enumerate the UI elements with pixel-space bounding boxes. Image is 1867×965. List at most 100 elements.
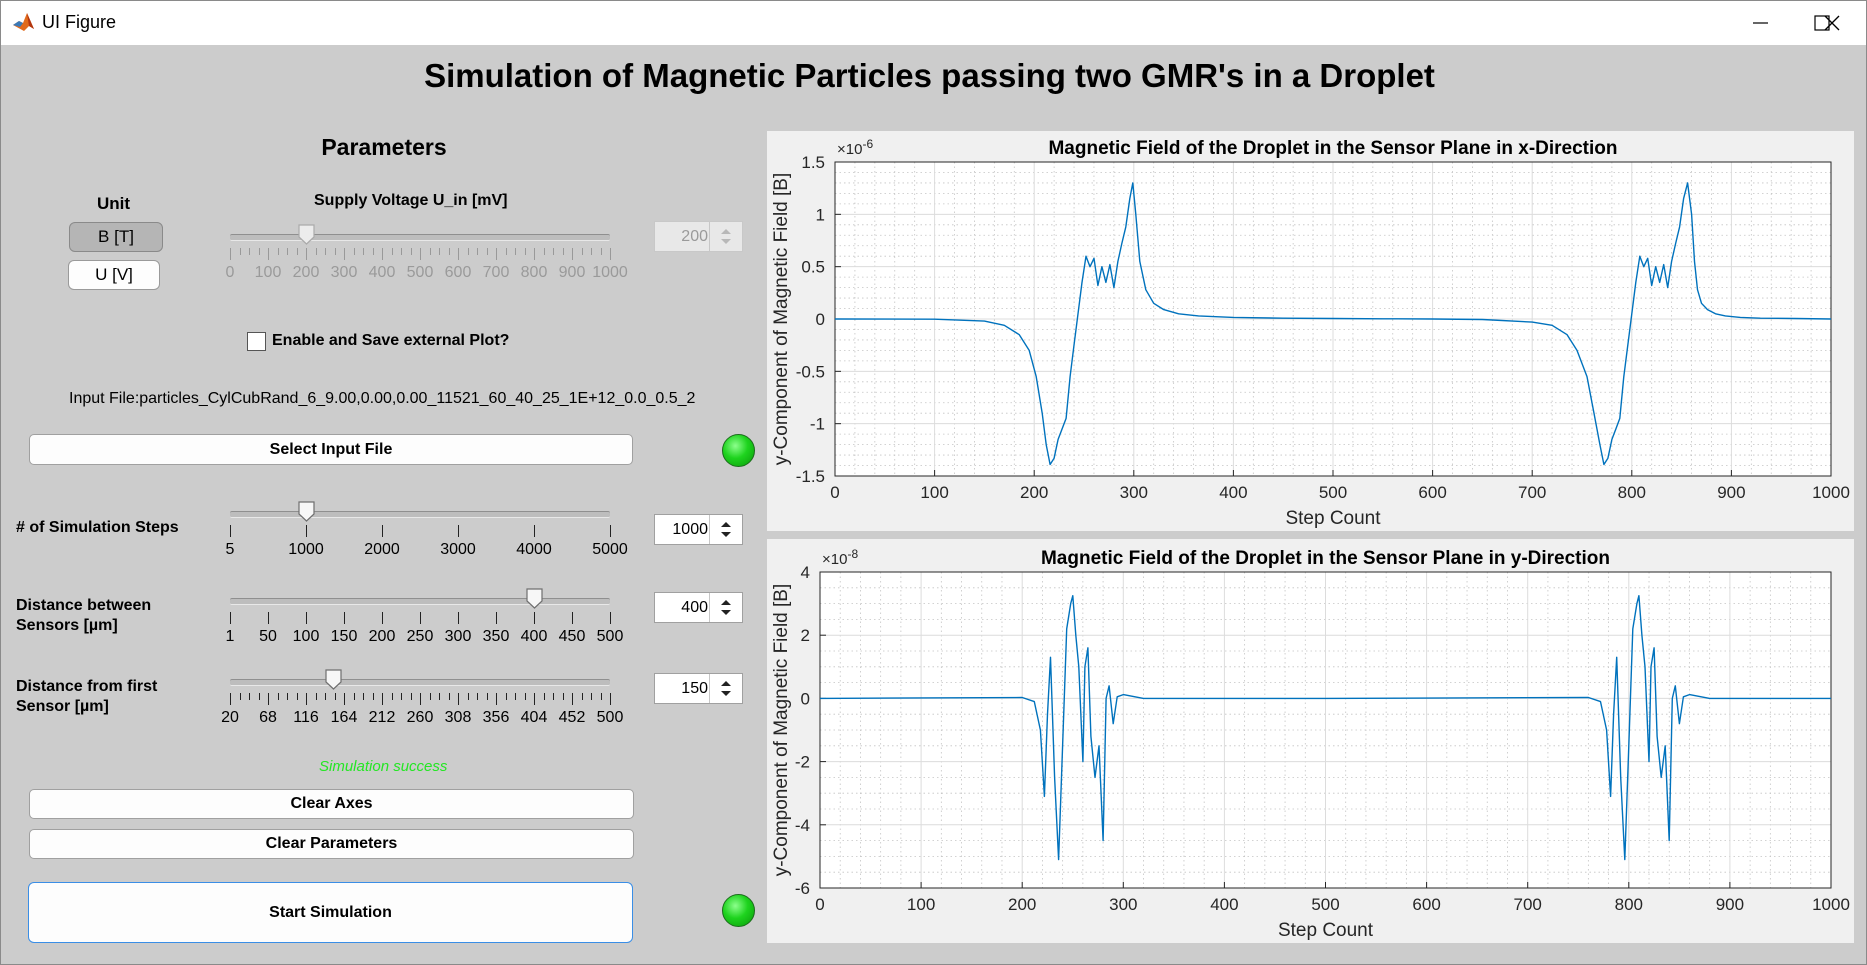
x-tick-label: 0 bbox=[830, 483, 839, 502]
slider-minor-tick bbox=[277, 693, 279, 700]
slider-track[interactable] bbox=[230, 679, 610, 686]
slider-thumb[interactable] bbox=[325, 669, 343, 691]
slider-major-tick bbox=[420, 248, 421, 260]
slider-major-tick bbox=[458, 525, 459, 537]
supply-voltage-value[interactable]: 200 bbox=[681, 228, 708, 245]
x-tick-label: 500 bbox=[1311, 895, 1339, 914]
distance-sensors-spinner[interactable]: 400 bbox=[654, 592, 743, 623]
slider-major-tick bbox=[382, 248, 383, 260]
spinner-arrow-icon bbox=[721, 229, 731, 244]
slider-track[interactable] bbox=[230, 598, 610, 605]
x-tick-label: 600 bbox=[1418, 483, 1446, 502]
chart-title: Magnetic Field of the Droplet in the Sen… bbox=[1048, 138, 1617, 159]
start-simulation-button[interactable]: Start Simulation bbox=[28, 882, 633, 943]
distance-first-spinner[interactable]: 150 bbox=[654, 673, 743, 704]
slider-minor-tick bbox=[591, 248, 592, 255]
unit-toggle-b[interactable]: B [T] bbox=[69, 222, 163, 252]
slider-tick-label: 1 bbox=[225, 628, 235, 645]
slider-tick-label: 116 bbox=[293, 709, 319, 726]
distance-first-label-line2: Sensor [µm] bbox=[16, 698, 109, 715]
slider-tick-label: 5 bbox=[225, 541, 235, 558]
slider-minor-tick bbox=[429, 693, 431, 700]
slider-minor-tick bbox=[315, 693, 317, 700]
maximize-button[interactable] bbox=[1788, 1, 1858, 45]
slider-thumb[interactable] bbox=[298, 224, 316, 246]
slider-minor-tick bbox=[258, 693, 260, 700]
select-input-file-button[interactable]: Select Input File bbox=[29, 434, 633, 465]
close-button[interactable] bbox=[1798, 1, 1867, 45]
slider-tick-label: 404 bbox=[520, 709, 548, 726]
slider-tick-label: 450 bbox=[558, 628, 586, 645]
clear-axes-button[interactable]: Clear Axes bbox=[29, 789, 634, 819]
slider-tick-label: 600 bbox=[444, 264, 472, 281]
slider-major-tick bbox=[268, 693, 269, 705]
matlab-logo-icon bbox=[13, 13, 34, 31]
y-axis-label: y-Component of Magnetic Field [B] bbox=[771, 173, 792, 466]
slider-tick-label: 308 bbox=[444, 709, 472, 726]
x-tick-label: 500 bbox=[1319, 483, 1347, 502]
supply-voltage-spinner[interactable]: 200 bbox=[654, 221, 743, 252]
slider-minor-tick bbox=[391, 693, 393, 700]
y-tick-label: 0 bbox=[816, 310, 825, 329]
slider-minor-tick bbox=[515, 248, 516, 255]
y-tick-label: 0 bbox=[801, 689, 810, 708]
slider-track[interactable] bbox=[230, 234, 610, 241]
slider-major-tick bbox=[306, 248, 307, 260]
slider-track[interactable] bbox=[230, 511, 610, 518]
slider-major-tick bbox=[382, 525, 383, 537]
axis-exponent-label: ×10-6 bbox=[837, 137, 873, 158]
x-tick-label: 700 bbox=[1518, 483, 1546, 502]
distance-first-value[interactable]: 150 bbox=[681, 680, 708, 697]
x-axis-label: Step Count bbox=[1285, 508, 1381, 529]
spinner-arrows[interactable] bbox=[709, 593, 742, 622]
unit-toggle-u[interactable]: U [V] bbox=[68, 260, 160, 290]
slider-major-tick bbox=[610, 525, 611, 537]
slider-major-tick bbox=[496, 612, 497, 624]
slider-tick-label: 500 bbox=[596, 628, 624, 645]
slider-major-tick bbox=[230, 612, 231, 624]
slider-minor-tick bbox=[287, 693, 288, 700]
slider-minor-tick bbox=[410, 248, 412, 255]
exponent-power: -8 bbox=[847, 547, 858, 561]
slider-major-tick bbox=[306, 612, 307, 624]
spinner-arrows[interactable] bbox=[709, 222, 742, 251]
spinner-arrows[interactable] bbox=[709, 674, 742, 703]
slider-tick-label: 1000 bbox=[288, 541, 324, 558]
x-tick-label: 900 bbox=[1717, 483, 1745, 502]
sim-steps-value[interactable]: 1000 bbox=[672, 521, 708, 538]
chart-x-direction[interactable]: 0 100 200 300 400 500 600 700 800 900 1000 -1.5 -1 -0… bbox=[767, 131, 1854, 531]
x-tick-label: 400 bbox=[1219, 483, 1247, 502]
minimize-icon bbox=[1753, 22, 1768, 24]
exponent-power: -6 bbox=[862, 137, 873, 151]
chart-y-direction[interactable]: 0 100 200 300 400 500 600 700 800 900 1000 -6 -4 -2 0 2… bbox=[767, 539, 1854, 943]
slider-minor-tick bbox=[467, 693, 469, 700]
slider-tick-label: 150 bbox=[330, 628, 358, 645]
external-plot-checkbox[interactable] bbox=[247, 332, 266, 351]
sim-steps-label: # of Simulation Steps bbox=[16, 519, 179, 536]
slider-minor-tick bbox=[600, 693, 602, 700]
minimize-button[interactable] bbox=[1727, 1, 1797, 45]
series-line bbox=[819, 595, 1831, 861]
x-tick-label: 600 bbox=[1412, 895, 1440, 914]
exponent-base: ×10 bbox=[822, 551, 847, 568]
slider-minor-tick bbox=[524, 248, 526, 255]
slider-thumb[interactable] bbox=[298, 501, 316, 523]
slider-minor-tick bbox=[401, 248, 402, 255]
spinner-arrows[interactable] bbox=[709, 515, 742, 544]
slider-thumb[interactable] bbox=[526, 588, 544, 610]
slider-tick-label: 260 bbox=[406, 709, 434, 726]
sim-steps-spinner[interactable]: 1000 bbox=[654, 514, 743, 545]
slider-major-tick bbox=[306, 693, 307, 705]
slider-tick-label: 500 bbox=[406, 264, 434, 281]
y-tick-label: 1 bbox=[816, 205, 825, 224]
distance-sensors-value[interactable]: 400 bbox=[681, 599, 708, 616]
x-tick-label: 200 bbox=[1008, 895, 1036, 914]
x-tick-label: 300 bbox=[1109, 895, 1137, 914]
slider-minor-tick bbox=[363, 693, 364, 700]
chart-panel-y: 0 100 200 300 400 500 600 700 800 900 1000 -6 -4 -2 0 2… bbox=[767, 539, 1854, 943]
slider-tick-label: 5000 bbox=[592, 541, 628, 558]
slider-minor-tick bbox=[448, 693, 450, 700]
clear-parameters-button[interactable]: Clear Parameters bbox=[29, 829, 634, 859]
slider-minor-tick bbox=[363, 248, 364, 255]
